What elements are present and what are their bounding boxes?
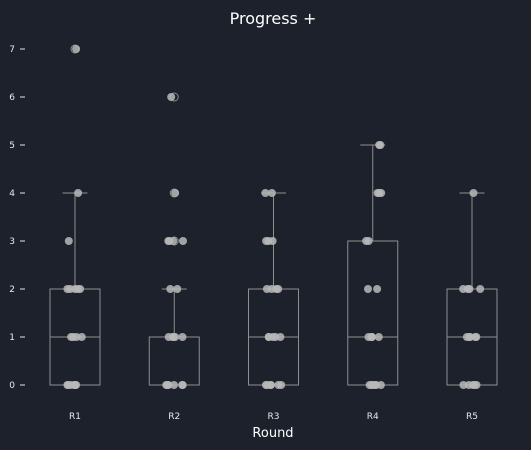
data-point bbox=[170, 381, 178, 389]
data-point bbox=[368, 381, 377, 389]
data-point bbox=[373, 285, 382, 293]
data-point bbox=[262, 237, 271, 245]
data-point bbox=[465, 285, 474, 293]
data-point bbox=[464, 381, 473, 389]
data-point bbox=[165, 237, 174, 245]
data-point bbox=[476, 285, 485, 293]
data-point bbox=[277, 381, 286, 389]
data-point bbox=[377, 189, 386, 197]
chart-title: Progress + bbox=[230, 9, 317, 28]
data-point bbox=[261, 381, 270, 389]
data-point bbox=[63, 381, 72, 389]
y-tick-label: 0 bbox=[9, 381, 15, 391]
x-axis-label: Round bbox=[252, 426, 293, 441]
y-tick-label: 3 bbox=[9, 237, 15, 247]
box-R4 bbox=[347, 240, 399, 386]
data-point bbox=[272, 285, 281, 293]
data-point bbox=[267, 189, 276, 197]
data-point bbox=[74, 189, 83, 197]
x-tick-label: R4 bbox=[367, 412, 379, 422]
data-point bbox=[178, 333, 187, 341]
x-tick-label: R1 bbox=[69, 412, 81, 422]
data-point bbox=[178, 381, 187, 389]
data-point bbox=[67, 333, 76, 341]
data-point bbox=[374, 333, 383, 341]
data-point bbox=[268, 237, 277, 245]
data-point bbox=[459, 285, 468, 293]
data-point bbox=[173, 285, 182, 293]
data-point bbox=[262, 285, 271, 293]
x-tick-label: R5 bbox=[466, 412, 478, 422]
data-point bbox=[376, 381, 385, 389]
data-point bbox=[71, 381, 80, 389]
data-point bbox=[171, 333, 180, 341]
y-tick-label: 5 bbox=[9, 141, 15, 151]
data-point bbox=[375, 141, 384, 149]
data-point bbox=[472, 333, 481, 341]
data-point bbox=[64, 237, 73, 245]
y-tick-label: 7 bbox=[9, 45, 15, 55]
data-point bbox=[179, 237, 187, 245]
data-point bbox=[171, 189, 180, 197]
data-point bbox=[166, 285, 175, 293]
data-point bbox=[264, 333, 273, 341]
data-point bbox=[163, 381, 172, 389]
data-point bbox=[72, 45, 81, 53]
data-point bbox=[261, 189, 270, 197]
y-tick-label: 1 bbox=[9, 333, 15, 343]
x-tick-label: R2 bbox=[168, 412, 180, 422]
data-point bbox=[66, 285, 75, 293]
data-point bbox=[271, 333, 280, 341]
data-point bbox=[167, 93, 176, 101]
data-points bbox=[63, 45, 485, 389]
data-point bbox=[364, 333, 373, 341]
data-point bbox=[364, 237, 373, 245]
data-point bbox=[469, 189, 478, 197]
y-tick-label: 2 bbox=[9, 285, 15, 295]
y-tick-label: 6 bbox=[9, 93, 15, 103]
data-point bbox=[364, 285, 372, 293]
x-tick-label: R3 bbox=[268, 412, 280, 422]
x-axis: R1 R2 R3 R4 R5 bbox=[69, 412, 478, 422]
y-tick-label: 4 bbox=[9, 189, 15, 199]
y-axis: 0 1 2 3 4 5 6 7 bbox=[9, 45, 25, 391]
box-R2 bbox=[148, 336, 200, 386]
